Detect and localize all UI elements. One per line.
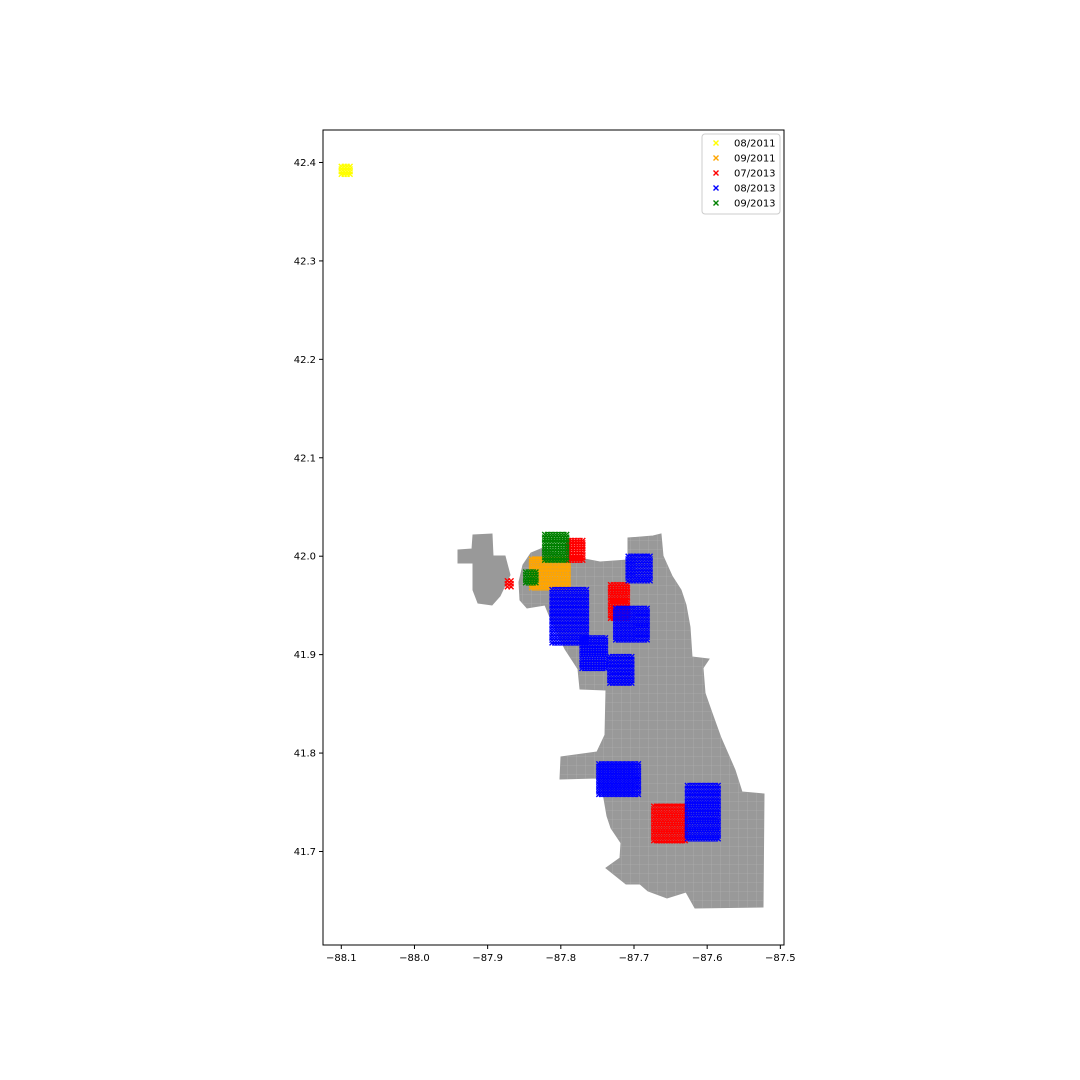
axes-frame <box>322 129 785 946</box>
y-tick-label: 42.2 <box>294 355 316 366</box>
legend-label: 09/2011 <box>734 154 776 165</box>
legend: 08/2011 09/2011 07/2013 08/2013 09/2013 <box>701 133 781 215</box>
legend-marker <box>713 185 719 191</box>
x-tick-label: −87.9 <box>472 953 503 964</box>
series-0-points <box>338 163 354 178</box>
y-tick-label: 42.4 <box>294 158 316 169</box>
y-tick-label: 42.1 <box>294 453 316 464</box>
legend-marker <box>713 200 719 206</box>
x-tick-label: −87.5 <box>765 953 796 964</box>
point-cluster <box>606 653 635 687</box>
point-cluster <box>504 577 515 590</box>
legend-label: 08/2011 <box>734 139 776 150</box>
x-tick-label: −87.7 <box>619 953 650 964</box>
y-tick-label: 42.0 <box>294 552 316 563</box>
point-cluster <box>338 163 354 178</box>
legend-marker <box>713 155 719 161</box>
legend-label: 08/2013 <box>734 184 776 195</box>
y-axis: 41.7 41.8 41.9 42.0 42.1 42.2 42.3 42.4 <box>294 158 323 858</box>
legend-label: 09/2013 <box>734 199 776 210</box>
y-tick-label: 41.7 <box>294 847 316 858</box>
series-3-points <box>549 553 722 842</box>
legend-label: 07/2013 <box>734 169 776 180</box>
point-cluster <box>684 782 722 842</box>
point-cluster <box>595 760 642 798</box>
point-cluster <box>579 634 609 672</box>
y-tick-label: 41.8 <box>294 749 316 760</box>
y-tick-label: 41.9 <box>294 650 316 661</box>
x-tick-label: −88.0 <box>399 953 430 964</box>
point-cluster <box>650 803 689 844</box>
point-cluster <box>522 568 539 586</box>
legend-marker <box>713 170 719 176</box>
y-tick-label: 42.3 <box>294 256 316 267</box>
series-4-points <box>522 531 570 586</box>
x-tick-label: −88.1 <box>326 953 357 964</box>
x-tick-label: −87.6 <box>692 953 723 964</box>
legend-box <box>701 133 781 215</box>
x-tick-label: −87.8 <box>545 953 576 964</box>
point-cluster <box>612 605 651 643</box>
x-axis: −88.1 −88.0 −87.9 −87.8 −87.7 −87.6 −87.5 <box>326 945 796 964</box>
point-cluster <box>549 586 590 646</box>
scatter-points <box>338 163 722 844</box>
point-cluster <box>541 531 570 564</box>
legend-marker <box>713 140 719 146</box>
point-cluster <box>625 553 654 584</box>
